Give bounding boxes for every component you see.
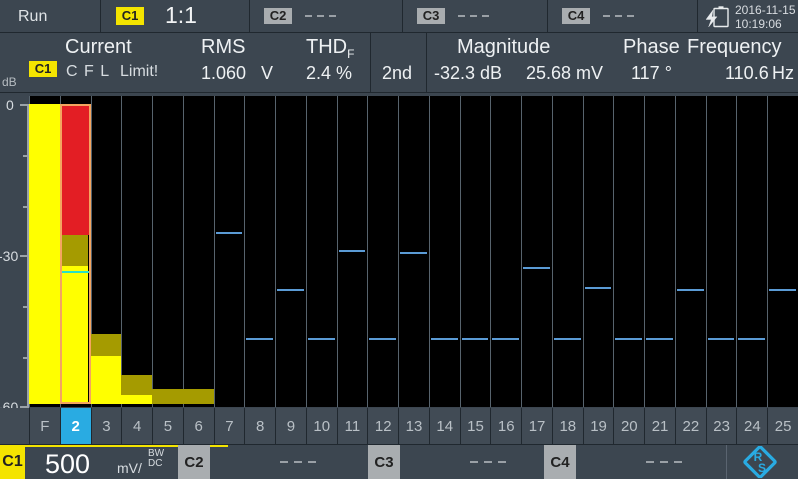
svg-text:S: S [758, 461, 766, 475]
